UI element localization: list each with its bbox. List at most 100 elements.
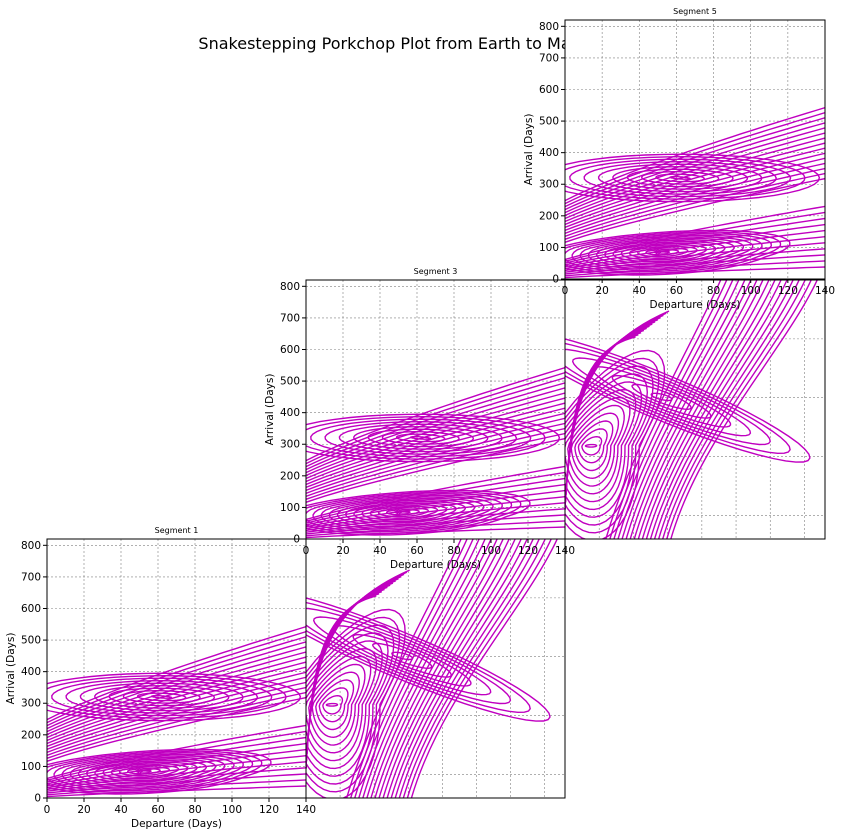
segment-3-lower-min-contour-loop — [328, 497, 485, 528]
segment-5-lower-min-contour-loop — [571, 234, 763, 271]
segment-1-lower-min-contour-loop — [47, 750, 263, 794]
segment-3-lower-min-contour-loop — [361, 504, 448, 521]
segment-3-lower-min-contour-loop — [385, 509, 420, 516]
y-tick-label: 500 — [280, 376, 300, 388]
segment-2-contour-line — [410, 539, 558, 798]
axes-frame — [305, 279, 566, 540]
segment-1-upper-min-contour-loop — [108, 687, 216, 707]
x-tick-label: 140 — [815, 285, 835, 297]
minimum-marker — [136, 767, 143, 776]
segment-4-left-min-contour-loop — [570, 412, 620, 480]
segment-4-contour-line — [653, 280, 794, 539]
x-tick-label: 60 — [151, 804, 164, 816]
segment-1-lower-min-contour-loop — [47, 751, 254, 792]
y-tick-label: 500 — [539, 116, 559, 128]
x-tick-label: 140 — [296, 804, 316, 816]
segment-4-contour-line — [662, 280, 806, 539]
segment-5-lower-min-contour-loop — [587, 237, 745, 268]
segment-1-lower-min-contour-loop — [69, 756, 226, 787]
segment-3-upper-min-contour-loop — [353, 425, 489, 450]
x-tick-label: 0 — [303, 545, 310, 557]
x-tick-label: 60 — [410, 545, 423, 557]
segment-5-upper-min-contour-loop — [569, 158, 792, 198]
y-axis-label: Arrival (Days) — [523, 114, 535, 186]
y-tick-label: 300 — [539, 179, 559, 191]
segment-4-left-min-contour-loop — [574, 420, 614, 472]
segment-1-lower-min-contour-loop — [61, 755, 235, 789]
segment-1-upper-contour-line — [47, 676, 306, 751]
segment-4-right-min-contour-loop — [631, 383, 692, 411]
segment-5-upper-contour-line — [565, 177, 825, 244]
segment-4-left-min-contour-loop — [565, 349, 666, 539]
segment-2-left-min-contour-loop — [306, 608, 406, 798]
x-axis-label: Departure (Days) — [649, 299, 740, 311]
x-tick-label: 100 — [222, 804, 242, 816]
segment-3-upper-min-contour-loop — [367, 428, 475, 448]
segment-2-right-min-contour-loop — [391, 651, 414, 661]
x-tick-label: 20 — [336, 545, 349, 557]
segment-5-lower-min-contour-loop — [645, 249, 680, 256]
segment-3-upper-min-contour-loop — [381, 431, 460, 445]
segment-2-left-min-contour-loop — [325, 702, 339, 707]
segment-5-upper-min-contour-loop — [597, 163, 763, 193]
segment-3-upper-min-contour-loop — [310, 418, 532, 458]
segment-2-right-min-contour-loop — [306, 601, 531, 714]
y-tick-label: 400 — [280, 407, 300, 419]
y-tick-label: 100 — [21, 761, 41, 773]
segment-4-contour-line — [641, 280, 776, 539]
x-tick-label: 140 — [555, 545, 575, 557]
segment-5-upper-min-contour-loop — [565, 153, 821, 203]
segment-2-axes: Departure (Days) — [290, 538, 566, 799]
y-tick-label: 800 — [280, 281, 300, 293]
x-tick-label: 40 — [114, 804, 127, 816]
segment-5-lower-min-contour-loop — [620, 244, 708, 261]
x-tick-label: 40 — [633, 285, 646, 297]
y-tick-label: 400 — [21, 666, 41, 678]
x-tick-label: 120 — [778, 285, 798, 297]
segment-4-contour-line — [670, 280, 818, 539]
segment-5-lower-min-contour-loop — [653, 250, 671, 254]
segment-2-right-min-contour-loop — [332, 625, 472, 687]
x-axis-label: Departure (Days) — [390, 559, 481, 571]
y-tick-label: 600 — [21, 603, 41, 615]
x-tick-label: 80 — [188, 804, 201, 816]
y-tick-label: 100 — [280, 502, 300, 514]
x-tick-label: 40 — [373, 545, 386, 557]
segment-1-lower-min-contour-loop — [110, 764, 180, 778]
segment-2-right-min-contour-loop — [352, 633, 452, 678]
segment-5-upper-contour-line — [565, 157, 825, 232]
minimum-marker — [654, 248, 662, 257]
segment-5-lower-min-contour-loop — [565, 231, 782, 275]
segment-1-upper-min-contour-loop — [94, 684, 230, 709]
segment-3-upper-contour-line — [306, 437, 565, 504]
segment-5-lower-min-contour-loop — [612, 242, 717, 263]
segment-2-contour-line — [390, 539, 528, 798]
segment-3-lower-min-contour-loop — [306, 491, 522, 535]
segment-5-upper-contour-line — [565, 137, 825, 220]
segment-3-lower-min-contour-loop — [377, 507, 430, 518]
segment-3-upper-contour-line — [306, 402, 565, 483]
segment-1-lower-min-contour-loop — [86, 760, 208, 783]
segment-4-axes: Departure (Days) — [549, 279, 826, 540]
segment-4-contour-line — [666, 280, 812, 539]
segment-3-upper-contour-line — [306, 387, 565, 474]
segment-1-upper-contour-line — [47, 661, 306, 742]
x-tick-label: 60 — [670, 285, 683, 297]
y-tick-label: 600 — [280, 344, 300, 356]
segment-1-upper-min-contour-loop — [151, 695, 173, 699]
segment-5-lower-contour-line — [565, 223, 825, 266]
x-tick-label: 120 — [259, 804, 279, 816]
segment-4-contour-line — [629, 280, 758, 539]
segment-3-lower-min-contour-loop — [336, 499, 476, 526]
segment-3-upper-min-contour-loop — [324, 420, 518, 455]
y-tick-label: 700 — [21, 571, 41, 583]
segment-2-right-min-contour-loop — [306, 597, 551, 722]
panel-title: Segment 1 — [155, 526, 199, 535]
segment-1-axes: 0 20 40 60 80 100 120 140 0 100 200 300 400 500 600 700… — [5, 526, 316, 830]
segment-5-upper-min-contour-loop — [669, 176, 691, 180]
segment-1-upper-contour-line — [47, 646, 306, 733]
segment-4-left-min-contour-loop — [565, 357, 660, 534]
x-tick-label: 20 — [77, 804, 90, 816]
segment-4-right-min-loops — [565, 338, 811, 463]
